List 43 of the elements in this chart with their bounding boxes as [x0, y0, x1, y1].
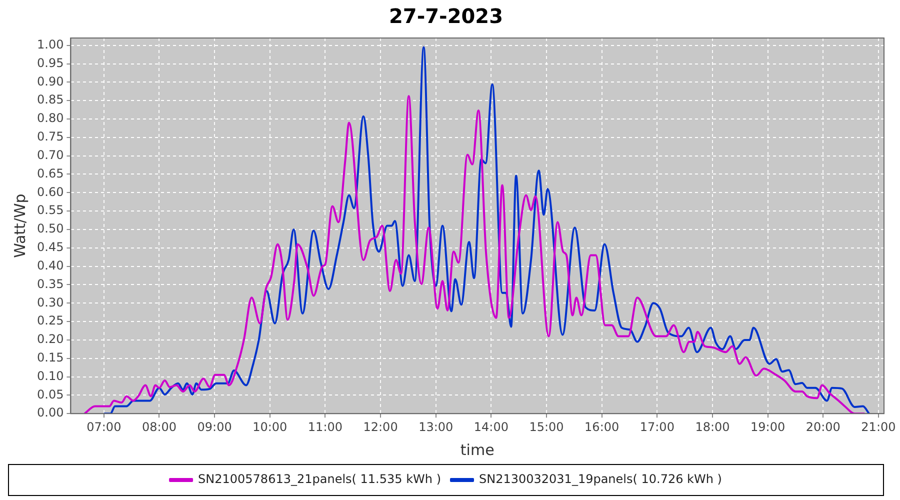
x-tick-label: 13:00	[418, 420, 454, 434]
y-tick-label: 0.90	[37, 74, 64, 88]
y-tick-label: 0.30	[37, 295, 64, 310]
y-tick-label: 0.50	[37, 222, 64, 236]
x-tick-label: 10:00	[252, 420, 288, 434]
y-tick-label: 0.25	[37, 314, 64, 328]
y-tick-label: 0.60	[37, 184, 64, 199]
x-tick-label: 14:00	[474, 420, 508, 434]
legend-label: SN2130032031_19panels( 10.726 kWh )	[479, 472, 722, 486]
y-tick-label: 0.40	[37, 258, 64, 272]
y-tick-label: 0.70	[37, 148, 64, 162]
x-tick-label: 20:00	[806, 420, 840, 434]
line-series	[84, 95, 866, 414]
x-tick-label: 12:00	[363, 420, 398, 434]
line-series	[102, 46, 870, 414]
x-tick-label: 21:00	[861, 420, 896, 434]
y-tick-label: 0.10	[37, 368, 64, 383]
x-tick-label: 17:00	[640, 420, 674, 434]
y-tick-label: 0.95	[37, 56, 64, 70]
x-tick-label: 07:00	[86, 420, 122, 434]
y-tick-label: 1.00	[37, 37, 64, 52]
x-tick-label: 08:00	[142, 420, 177, 434]
y-tick-label: 0.80	[37, 111, 64, 126]
x-axis-title: time	[460, 440, 494, 459]
chart-title: 27-7-2023	[388, 4, 504, 28]
legend-label: SN2100578613_21panels( 11.535 kWh )	[198, 472, 442, 486]
x-tick-label: 09:00	[197, 420, 232, 434]
x-tick-label: 11:00	[308, 420, 343, 434]
y-tick-label: 0.85	[37, 92, 64, 107]
y-tick-label: 0.00	[37, 406, 64, 420]
y-tick-label: 0.65	[37, 166, 64, 180]
y-tick-label: 0.15	[37, 350, 64, 364]
x-tick-label: 16:00	[584, 420, 620, 434]
y-tick-label: 0.45	[37, 240, 64, 254]
x-tick-label: 18:00	[695, 420, 730, 434]
y-tick-label: 0.20	[37, 332, 64, 346]
x-tick-label: 19:00	[750, 420, 786, 434]
y-axis-title: Watt/Wp	[10, 194, 29, 258]
y-tick-label: 0.55	[37, 203, 64, 218]
y-tick-label: 0.35	[37, 276, 64, 291]
x-tick-label: 15:00	[529, 420, 564, 434]
y-tick-label: 0.75	[37, 130, 64, 144]
y-tick-label: 0.05	[37, 387, 64, 402]
